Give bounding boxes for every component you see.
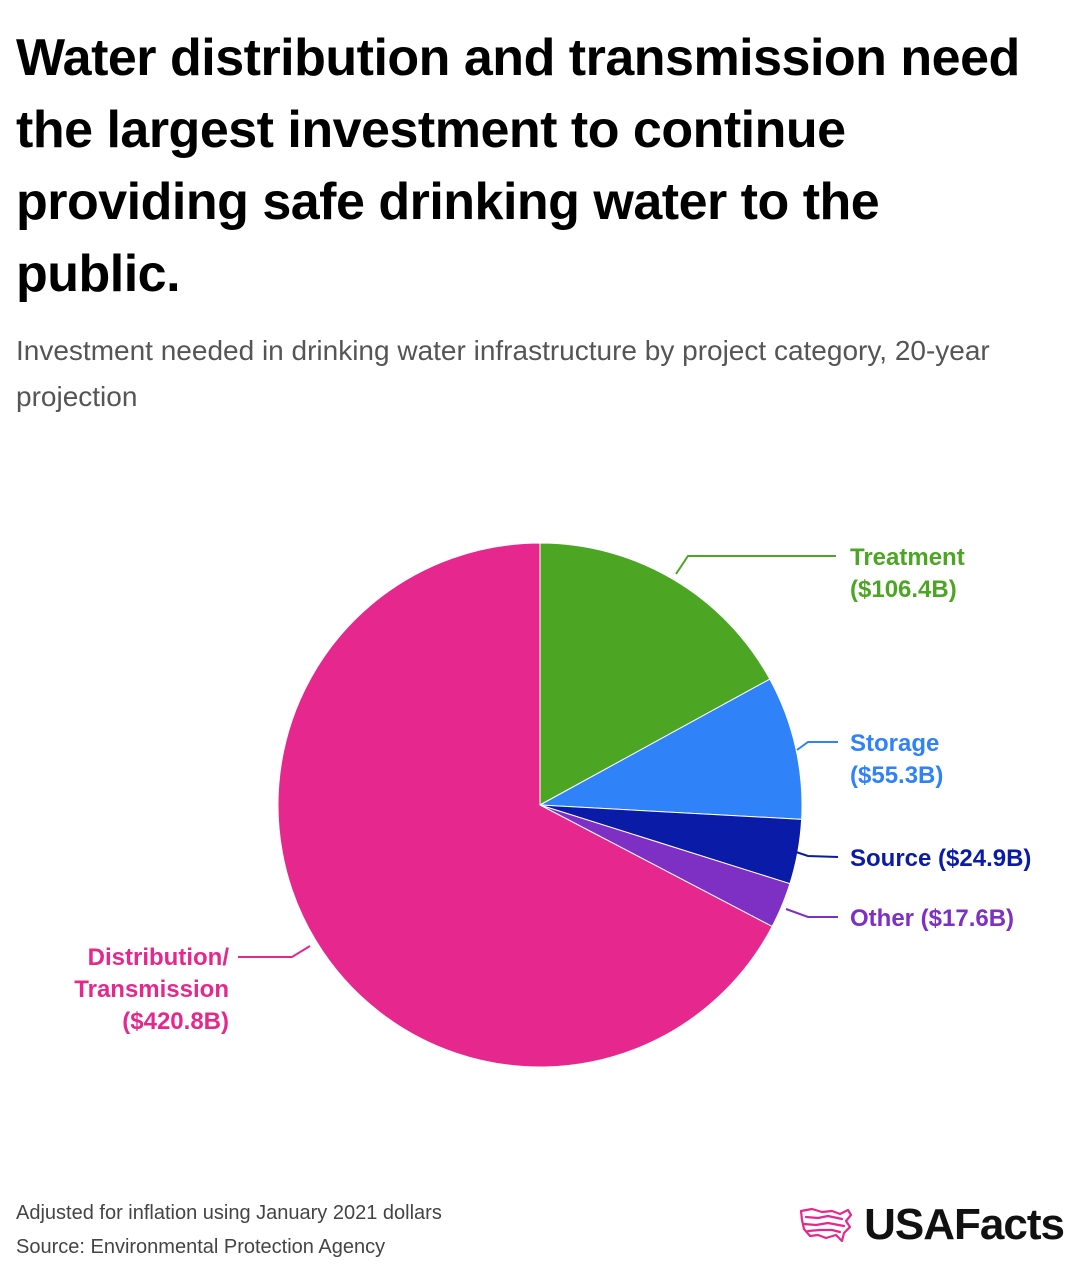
pie-chart: Treatment ($106.4B) Storage ($55.3B) Source … [74,542,1031,1068]
slice-label-line: Treatment [850,544,965,571]
slice-label-line: Source ($24.9B) [850,845,1031,872]
slice-label-source: Source ($24.9B) [850,845,1031,872]
chart-title: Water distribution and transmission need… [16,29,1020,303]
usa-map-icon [800,1207,853,1243]
leader-line-source [795,851,839,858]
slice-label-line: ($420.8B) [122,1008,229,1035]
footer: Adjusted for inflation using January 202… [16,1196,442,1264]
footer-source: Source: Environmental Protection Agency [16,1236,386,1258]
pie-slice-storage [538,678,803,820]
slice-label-line: Storage [850,730,939,757]
chart-subtitle: Investment needed in drinking water infr… [16,335,990,412]
pie-slices [277,542,803,1068]
label-leader-lines [238,555,839,958]
leader-line-treatment [675,555,836,575]
slice-label-treatment: Treatment ($106.4B) [850,544,965,603]
leader-line-distribution-transmission [238,945,311,958]
leader-line-other [785,908,838,918]
footer-note: Adjusted for inflation using January 202… [16,1202,442,1224]
slice-label-line: Other ($17.6B) [850,905,1014,932]
slice-label-line: Transmission [74,976,229,1003]
leader-line-storage [796,741,838,751]
usafacts-logo: USAFacts [798,1200,1065,1250]
slice-labels: Treatment ($106.4B) Storage ($55.3B) Source … [74,544,1031,1035]
slice-label-storage: Storage ($55.3B) [850,730,943,789]
pie-slice-treatment [539,542,771,806]
slice-label-distribution-transmission: Distribution/Transmission ($420.8B) [74,944,229,1035]
pie-slice-distribution-transmission [277,542,773,1068]
slice-label-line: ($55.3B) [850,762,943,789]
slice-label-line: Distribution/ [88,944,230,971]
slice-label-other: Other ($17.6B) [850,905,1014,932]
slice-label-line: ($106.4B) [850,576,957,603]
logo-text: USAFacts [864,1200,1065,1249]
